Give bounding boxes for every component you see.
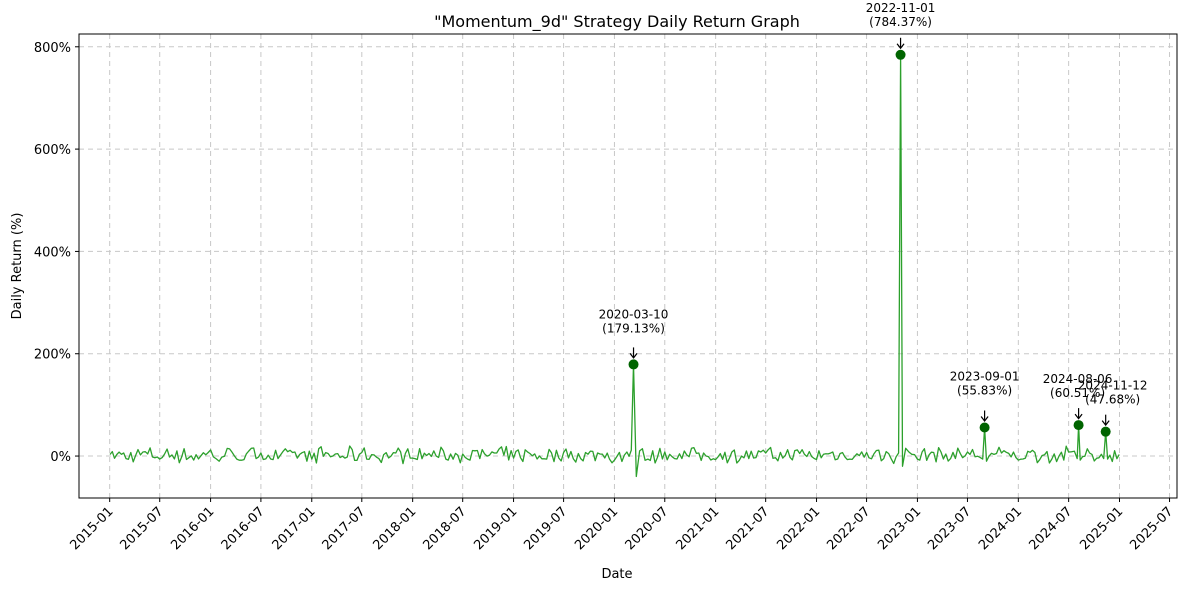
annotations: 2020-03-10(179.13%) 2022-11-01(784.37%) 20… — [599, 1, 1148, 437]
annotation-value: (47.68%) — [1085, 393, 1140, 407]
peak-marker — [979, 422, 990, 433]
y-tick-label: 800% — [34, 41, 71, 56]
plot-area-frame — [78, 33, 1178, 499]
annotation-value: (784.37%) — [869, 15, 932, 29]
annotation-value: (179.13%) — [602, 321, 665, 335]
annotation-date: 2020-03-10 — [599, 307, 669, 321]
y-axis-label: Daily Return (%) — [10, 213, 25, 320]
peak-marker — [895, 49, 906, 60]
y-tick-label: 400% — [34, 245, 71, 260]
peak-marker — [628, 359, 639, 370]
chart-title: "Momentum_9d" Strategy Daily Return Grap… — [434, 12, 800, 32]
annotation-arrow-head — [1101, 420, 1110, 427]
annotation-date: 2022-11-01 — [866, 1, 936, 15]
series-layer — [109, 54, 1120, 478]
peak-marker — [1100, 426, 1111, 437]
annotation-arrow-head — [1074, 413, 1083, 420]
annotation-arrow-head — [896, 43, 905, 50]
y-tick-label: 0% — [50, 450, 71, 465]
annotation-arrow-head — [980, 416, 989, 422]
annotation-value: (60.51%) — [1050, 386, 1105, 400]
annotation-date: 2024-08-06 — [1043, 372, 1113, 386]
series-line — [109, 54, 1120, 478]
annotation-date: 2024-11-12 — [1078, 379, 1148, 393]
peak-marker — [1073, 420, 1084, 431]
y-tick-label: 200% — [34, 348, 71, 363]
annotation-date: 2023-09-01 — [950, 369, 1020, 383]
x-axis-label: Date — [601, 567, 632, 582]
annotation-arrow-head — [629, 353, 638, 359]
annotation-value: (55.83%) — [957, 383, 1012, 397]
y-tick-label: 600% — [34, 143, 71, 158]
